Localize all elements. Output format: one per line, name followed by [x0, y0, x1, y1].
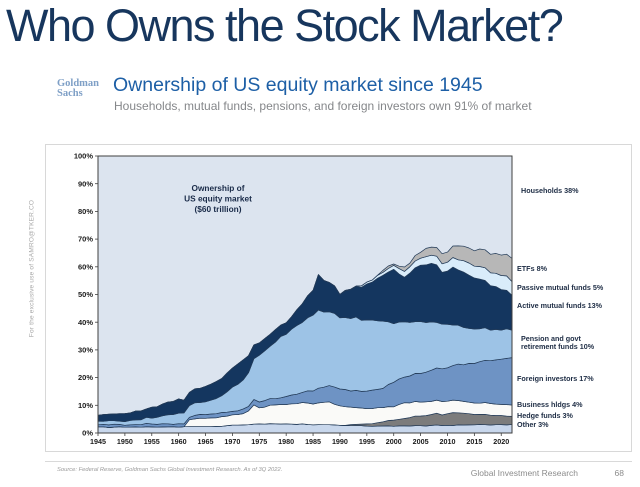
legend-label: Hedge funds 3%: [517, 411, 573, 420]
svg-text:1985: 1985: [305, 437, 321, 446]
svg-text:2010: 2010: [439, 437, 455, 446]
goldman-sachs-logo: Goldman Sachs: [57, 79, 113, 98]
svg-text:10%: 10%: [78, 401, 93, 410]
legend-label: ETFs 8%: [517, 264, 547, 273]
page-number: 68: [614, 468, 624, 478]
svg-text:50%: 50%: [78, 290, 93, 299]
svg-text:100%: 100%: [74, 152, 94, 161]
svg-text:2020: 2020: [493, 437, 509, 446]
logo-line-2: Sachs: [57, 87, 83, 99]
svg-text:30%: 30%: [78, 346, 93, 355]
svg-text:20%: 20%: [78, 373, 93, 382]
chart-heading: Ownership of US equity market since 1945: [113, 74, 483, 96]
svg-text:2015: 2015: [466, 437, 482, 446]
legend-label: Foreign investors 17%: [517, 374, 594, 383]
watermark-text: For the exclusive use of SAMRO@TKER.CO: [28, 199, 36, 338]
logo-line-1: Goldman: [57, 78, 100, 89]
svg-text:1990: 1990: [332, 437, 348, 446]
svg-text:1960: 1960: [171, 437, 187, 446]
slide-title: Who Owns the Stock Market?: [6, 0, 564, 51]
svg-text:1965: 1965: [198, 437, 214, 446]
svg-text:70%: 70%: [78, 235, 93, 244]
legend-label: Passive mutual funds 5%: [517, 283, 604, 292]
stacked-area-chart: 100% 90% 80% 70% 60% 50% 40% 30% 20% 10% 0%1945 195…: [74, 152, 513, 446]
svg-text:1945: 1945: [90, 437, 106, 446]
legend-label: Other 3%: [517, 420, 549, 429]
svg-text:1980: 1980: [278, 437, 294, 446]
svg-text:1955: 1955: [144, 437, 160, 446]
svg-text:2005: 2005: [413, 437, 429, 446]
svg-text:1995: 1995: [359, 437, 375, 446]
svg-text:1970: 1970: [224, 437, 240, 446]
svg-text:1950: 1950: [117, 437, 133, 446]
legend-label: Households 38%: [521, 186, 579, 195]
svg-text:0%: 0%: [82, 429, 93, 438]
legend-label: Active mutual funds 13%: [517, 301, 603, 310]
svg-text:60%: 60%: [78, 262, 93, 271]
svg-text:Ownership of: Ownership of: [191, 183, 244, 193]
svg-text:US equity market: US equity market: [184, 194, 252, 204]
footer-department: Global Investment Research: [470, 468, 578, 478]
svg-text:90%: 90%: [78, 179, 93, 188]
svg-text:($60 trillion): ($60 trillion): [194, 204, 241, 214]
svg-text:80%: 80%: [78, 207, 93, 216]
source-note: Source: Federal Reserve, Goldman Sachs G…: [57, 467, 283, 473]
legend-label: Business hldgs 4%: [517, 400, 583, 409]
chart-subheading: Households, mutual funds, pensions, and …: [114, 99, 532, 113]
footer-divider: [45, 461, 632, 462]
svg-text:40%: 40%: [78, 318, 93, 327]
svg-text:2000: 2000: [386, 437, 402, 446]
legend-label: Pension and govt retirement funds 10%: [521, 334, 595, 352]
svg-text:1975: 1975: [251, 437, 267, 446]
chart-figure: 100% 90% 80% 70% 60% 50% 40% 30% 20% 10% 0% 1945 195…: [45, 144, 632, 452]
